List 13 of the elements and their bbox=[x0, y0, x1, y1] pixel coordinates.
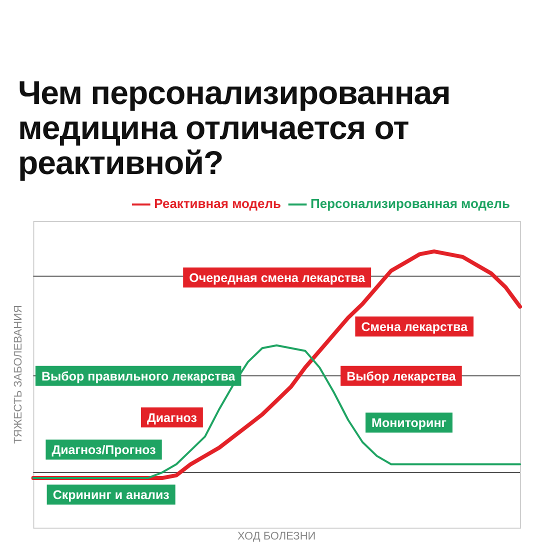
annotation: Мониторинг bbox=[372, 416, 446, 430]
legend-label: Реактивная модель bbox=[154, 196, 282, 212]
legend-label: Персонализированная модель bbox=[310, 196, 510, 212]
annotation: Выбор лекарства bbox=[346, 369, 457, 384]
y-axis-title: ТЯЖЕСТЬ ЗАБОЛЕВАНИЯ bbox=[12, 305, 25, 444]
annotation: Диагноз/Прогноз bbox=[52, 443, 156, 458]
annotation: Скрининг и анализ bbox=[52, 488, 170, 502]
annotation: Очередная смена лекарства bbox=[189, 270, 366, 285]
annotation: Смена лекарства bbox=[361, 320, 469, 334]
annotation: Выбор правильного лекарства bbox=[41, 369, 236, 384]
chart-title: Чем персонализированная медицина отличается от реактивной? bbox=[18, 74, 452, 181]
annotation: Диагноз bbox=[146, 410, 197, 425]
x-axis-title: ХОД БОЛЕЗНИ bbox=[238, 530, 316, 542]
